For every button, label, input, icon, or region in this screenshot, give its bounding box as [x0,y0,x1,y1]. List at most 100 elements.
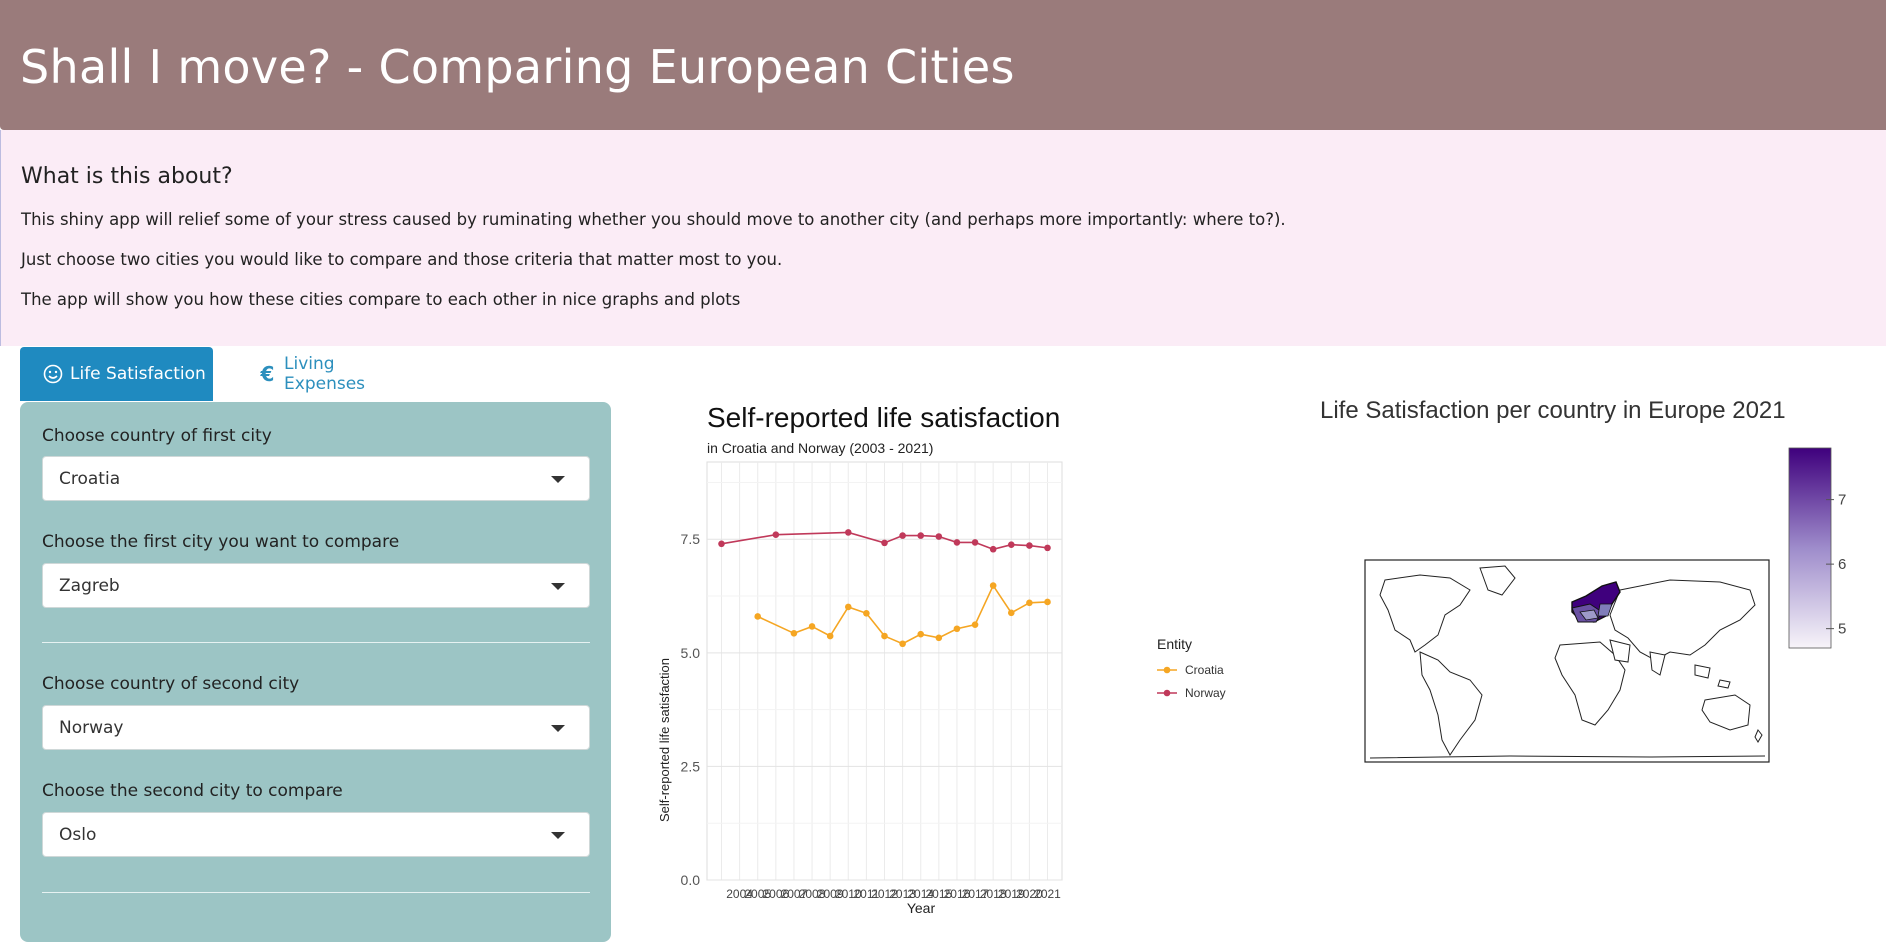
x-tick-label: 2016 [944,887,971,901]
colorbar-tick-label: 5 [1838,621,1846,638]
x-tick-label: 2011 [853,887,879,901]
data-point [826,632,834,640]
legend-label: Croatia [1185,663,1224,677]
x-tick-label: 2019 [998,887,1025,901]
country2-select[interactable]: Norway [42,705,590,750]
data-point [953,625,961,633]
data-point [1044,544,1051,552]
input-sidebar: Choose country of first city Croatia Cho… [20,402,611,942]
data-point [935,533,943,540]
data-point [935,634,943,642]
y-tick-label: 5.0 [681,645,701,661]
about-heading: What is this about? [21,164,233,189]
x-tick-label: 2009 [817,887,844,901]
chevron-down-icon [551,725,565,732]
data-point [881,539,888,547]
data-point [917,630,925,638]
about-text-1: This shiny app will relief some of your … [21,210,1286,229]
x-tick-label: 2014 [907,887,934,901]
chart-title: Self-reported life satisfaction [707,402,1060,433]
colorbar-tick-label: 6 [1838,556,1846,573]
data-point [808,623,816,630]
chevron-down-icon [551,583,565,590]
legend-label: Norway [1185,686,1226,700]
city2-label: Choose the second city to compare [42,781,343,801]
data-point [1044,598,1051,606]
euro-icon: € [260,362,275,386]
x-tick-label: 2012 [871,887,898,901]
legend-title: Entity [1157,636,1192,652]
data-point [863,609,870,617]
x-tick-label: 2021 [1034,887,1061,901]
x-tick-label: 2007 [781,887,808,901]
country2-value: Norway [59,717,124,738]
y-tick-label: 0.0 [681,872,701,888]
life-satisfaction-chart: Self-reported life satisfaction in Croat… [650,395,1270,925]
chart-subtitle: in Croatia and Norway (2003 - 2021) [707,440,933,456]
y-tick-label: 7.5 [681,531,701,547]
data-point [971,539,979,546]
x-tick-label: 2005 [744,887,771,901]
data-point [1007,609,1015,617]
city1-value: Zagreb [59,575,120,596]
data-point [1007,541,1015,548]
x-tick-label: 2015 [925,887,952,901]
city2-select[interactable]: Oslo [42,812,590,857]
about-text-3: The app will show you how these cities c… [21,290,741,309]
map-title: Life Satisfaction per country in Europe … [1320,397,1786,424]
tab-label: Life Satisfaction [70,364,206,384]
x-tick-label: 2004 [726,887,753,901]
country2-label: Choose country of second city [42,674,300,694]
data-point [844,529,852,536]
europe-map-panel: Life Satisfaction per country in Europe … [1310,390,1880,780]
data-point [1026,542,1033,549]
x-tick-label: 2018 [980,887,1007,901]
x-axis-label: Year [907,900,936,916]
about-panel: What is this about? This shiny app will … [0,130,1886,346]
country1-value: Croatia [59,468,121,489]
map-svg: Life Satisfaction per country in Europe … [1320,397,1846,763]
data-point [881,632,888,640]
smile-icon [42,363,64,385]
app-header: Shall I move? - Comparing European Citie… [0,0,1886,130]
data-point [844,603,852,611]
y-tick-label: 2.5 [681,758,701,774]
colorbar [1788,447,1832,649]
about-text-2: Just choose two cities you would like to… [21,250,783,269]
data-point [899,532,906,539]
colorbar-tick-label: 7 [1838,492,1846,509]
x-tick-label: 2013 [889,887,916,901]
data-point [754,613,762,620]
city1-select[interactable]: Zagreb [42,563,590,608]
data-point [1026,599,1033,607]
legend-key-point [1163,689,1171,697]
tab-living-expenses[interactable]: € Living Expenses [235,347,415,401]
world-map [1364,559,1770,763]
chevron-down-icon [551,476,565,483]
data-point [899,640,906,648]
x-tick-label: 2008 [799,887,826,901]
x-tick-label: 2010 [835,887,862,901]
x-tick-label: 2020 [1016,887,1043,901]
divider [42,892,590,893]
page-title: Shall I move? - Comparing European Citie… [20,40,1015,94]
data-point [718,540,725,548]
data-point [790,629,798,637]
data-point [971,621,979,628]
tab-label: Living Expenses [284,354,366,394]
data-point [953,539,961,546]
legend-key-point [1163,666,1171,674]
data-point [989,545,997,553]
city1-label: Choose the first city you want to compar… [42,532,400,552]
city2-value: Oslo [59,824,97,845]
y-axis-label: Self-reported life satisfaction [657,658,672,822]
x-tick-label: 2006 [762,887,789,901]
country1-label: Choose country of first city [42,426,272,446]
divider [42,642,590,643]
data-point [772,531,780,538]
data-point [917,532,925,539]
line-chart-svg: Self-reported life satisfaction in Croat… [657,402,1226,916]
country1-select[interactable]: Croatia [42,456,590,501]
series-line-croatia [757,583,1048,645]
tab-life-satisfaction[interactable]: Life Satisfaction [20,347,213,401]
